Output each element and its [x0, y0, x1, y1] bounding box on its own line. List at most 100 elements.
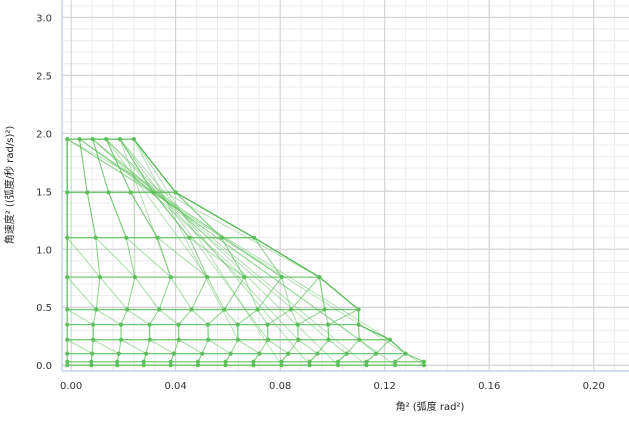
data-point	[257, 351, 262, 356]
data-point	[421, 363, 426, 368]
data-point	[364, 359, 369, 364]
data-point	[205, 322, 211, 327]
data-point	[125, 307, 130, 312]
data-point	[344, 351, 349, 356]
data-point	[335, 359, 341, 364]
data-point	[255, 307, 260, 312]
data-point	[393, 359, 398, 364]
y-tick-label: 0.0	[36, 361, 52, 372]
series-line	[133, 138, 377, 366]
y-tick-label: 1.5	[36, 187, 52, 198]
data-point	[228, 351, 233, 356]
data-point	[279, 274, 284, 280]
series-line	[133, 138, 239, 340]
data-point	[335, 363, 341, 368]
y-tick-label: 2.0	[36, 129, 52, 140]
data-point	[155, 235, 160, 240]
data-point	[85, 190, 90, 195]
data-point	[373, 351, 379, 356]
series-line	[133, 138, 348, 366]
data-point	[317, 274, 322, 280]
data-point	[187, 235, 192, 240]
data-point	[286, 351, 291, 356]
data-point	[157, 307, 162, 312]
data-point	[118, 322, 124, 327]
data-point	[124, 235, 129, 240]
data-series	[65, 137, 426, 368]
data-point	[65, 190, 70, 195]
series-line	[79, 138, 282, 278]
data-point	[168, 363, 173, 368]
series-line	[92, 138, 232, 366]
data-point	[132, 274, 137, 280]
series-line	[79, 138, 360, 341]
data-point	[147, 322, 152, 327]
data-point	[288, 307, 294, 312]
series-line	[133, 138, 407, 366]
data-point	[65, 337, 70, 342]
data-point	[65, 351, 70, 356]
data-point	[364, 363, 369, 368]
data-point	[93, 235, 98, 240]
data-point	[265, 337, 271, 342]
data-point	[235, 322, 240, 327]
data-point	[206, 337, 211, 342]
data-point	[89, 359, 94, 364]
series-line	[79, 139, 203, 366]
data-point	[176, 337, 181, 342]
series-line	[119, 138, 172, 278]
data-point	[168, 359, 173, 364]
data-point	[265, 322, 270, 327]
data-point	[387, 337, 393, 342]
x-tick-label: 0.00	[60, 381, 82, 392]
series-line	[119, 138, 310, 366]
y-axis-label: 角速度² ((弧度/秒 rad/s)²)	[3, 126, 16, 245]
data-point	[117, 137, 123, 142]
data-point	[131, 137, 136, 142]
data-point	[421, 359, 426, 364]
data-point	[251, 359, 256, 364]
data-point	[168, 274, 173, 280]
data-point	[91, 322, 96, 327]
data-point	[119, 337, 124, 342]
data-point	[116, 351, 121, 356]
data-point	[251, 235, 257, 240]
data-point	[322, 307, 327, 312]
x-tick-labels: 0.00 0.04 0.08 0.12 0.16 0.20	[60, 381, 605, 392]
data-point	[91, 337, 96, 342]
y-tick-labels: 0.0 0.5 1.0 1.5 2.0 2.5 3.0	[36, 13, 52, 372]
data-point	[147, 337, 152, 342]
data-point	[222, 307, 227, 312]
data-point	[393, 363, 398, 368]
x-tick-label: 0.04	[165, 381, 187, 392]
data-point	[171, 351, 177, 356]
data-point	[94, 307, 99, 312]
data-point	[97, 274, 103, 280]
data-point	[141, 363, 146, 368]
data-point	[89, 363, 94, 368]
data-point	[195, 363, 201, 368]
data-point	[189, 307, 194, 312]
data-point	[315, 351, 320, 356]
data-point	[90, 351, 95, 356]
series-line	[133, 139, 136, 278]
data-point	[150, 190, 156, 195]
data-point	[295, 322, 300, 327]
series-line	[66, 139, 120, 366]
data-point	[65, 307, 70, 312]
data-point	[200, 351, 205, 356]
data-point	[296, 337, 301, 342]
data-point	[307, 363, 312, 368]
data-point	[195, 359, 201, 364]
y-tick-label: 1.0	[36, 245, 52, 256]
series-line	[67, 138, 320, 278]
x-tick-label: 0.20	[583, 381, 605, 392]
data-point	[144, 351, 149, 356]
series-line	[105, 138, 339, 366]
data-point	[235, 337, 241, 342]
series-line	[79, 139, 101, 366]
data-point	[65, 235, 70, 240]
series-line	[92, 138, 245, 278]
data-point	[106, 190, 111, 195]
series-line	[133, 138, 407, 366]
